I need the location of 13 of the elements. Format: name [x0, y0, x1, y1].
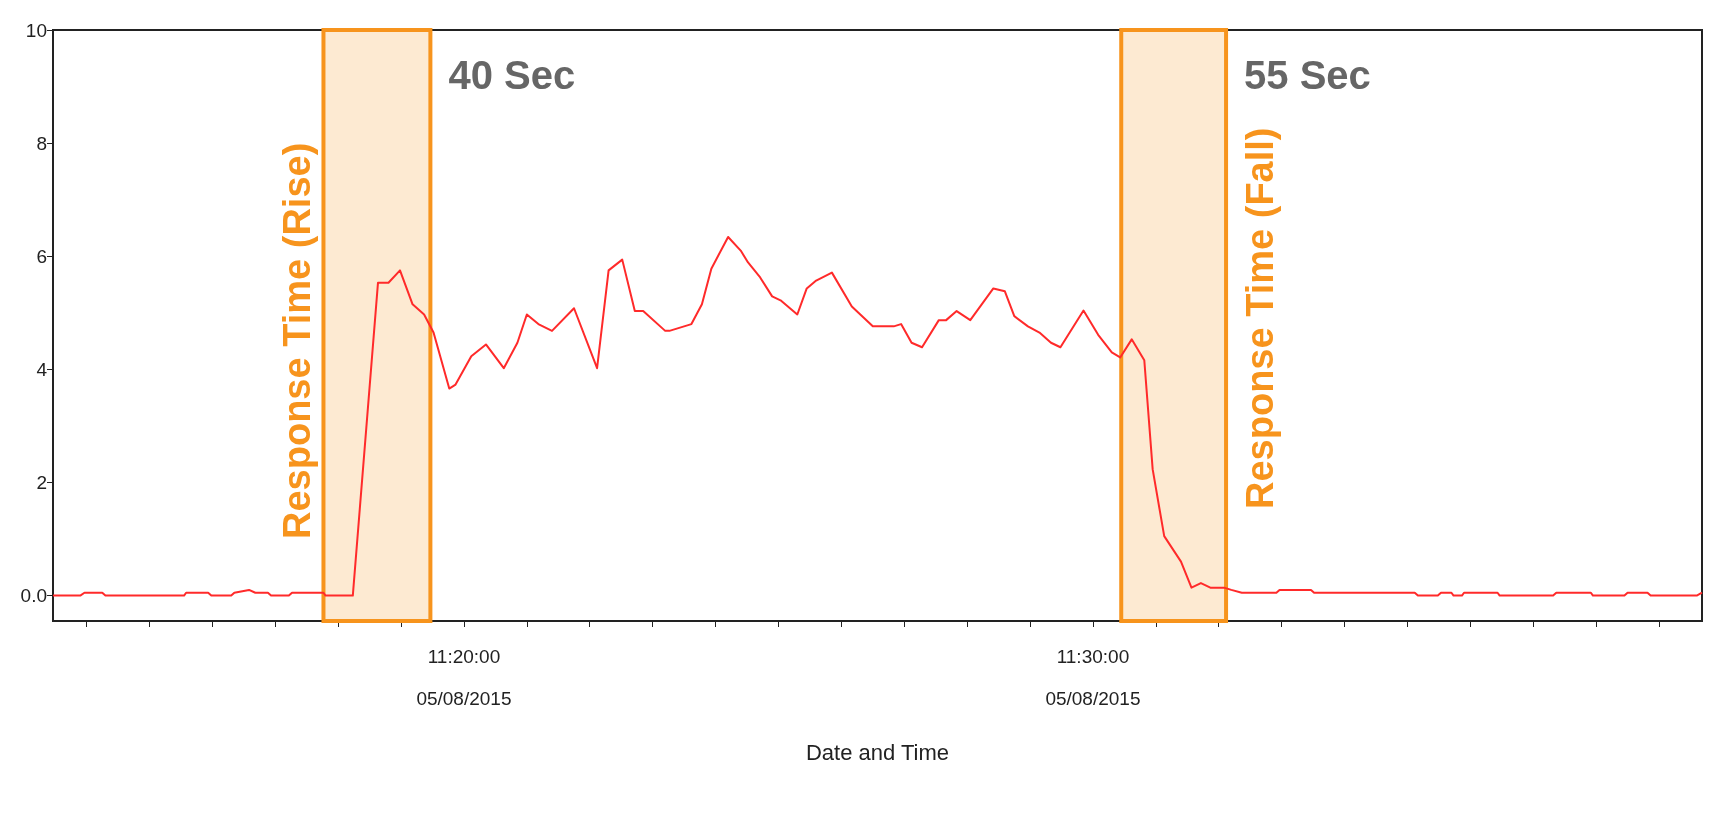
y-tick-label: 10	[25, 19, 47, 41]
y-tick-label: 8	[36, 132, 47, 154]
y-tick-label: 4	[36, 358, 48, 380]
x-axis-title: Date and Time	[805, 739, 950, 765]
band-label: Response Time (Fall)	[1239, 127, 1282, 509]
annotation: 40 Sec	[448, 53, 576, 98]
y-tick-label: 6	[36, 245, 47, 267]
x-tick-label: 11:30:00 05/08/2015	[1045, 645, 1141, 709]
y-tick-label: 2	[36, 471, 47, 493]
annotation: 55 Sec	[1244, 53, 1371, 98]
band-label: Response Time (Rise)	[276, 142, 319, 539]
y-tick-label: 0.0	[20, 585, 47, 607]
x-tick-label: 11:20:00 05/08/2015	[416, 645, 512, 709]
